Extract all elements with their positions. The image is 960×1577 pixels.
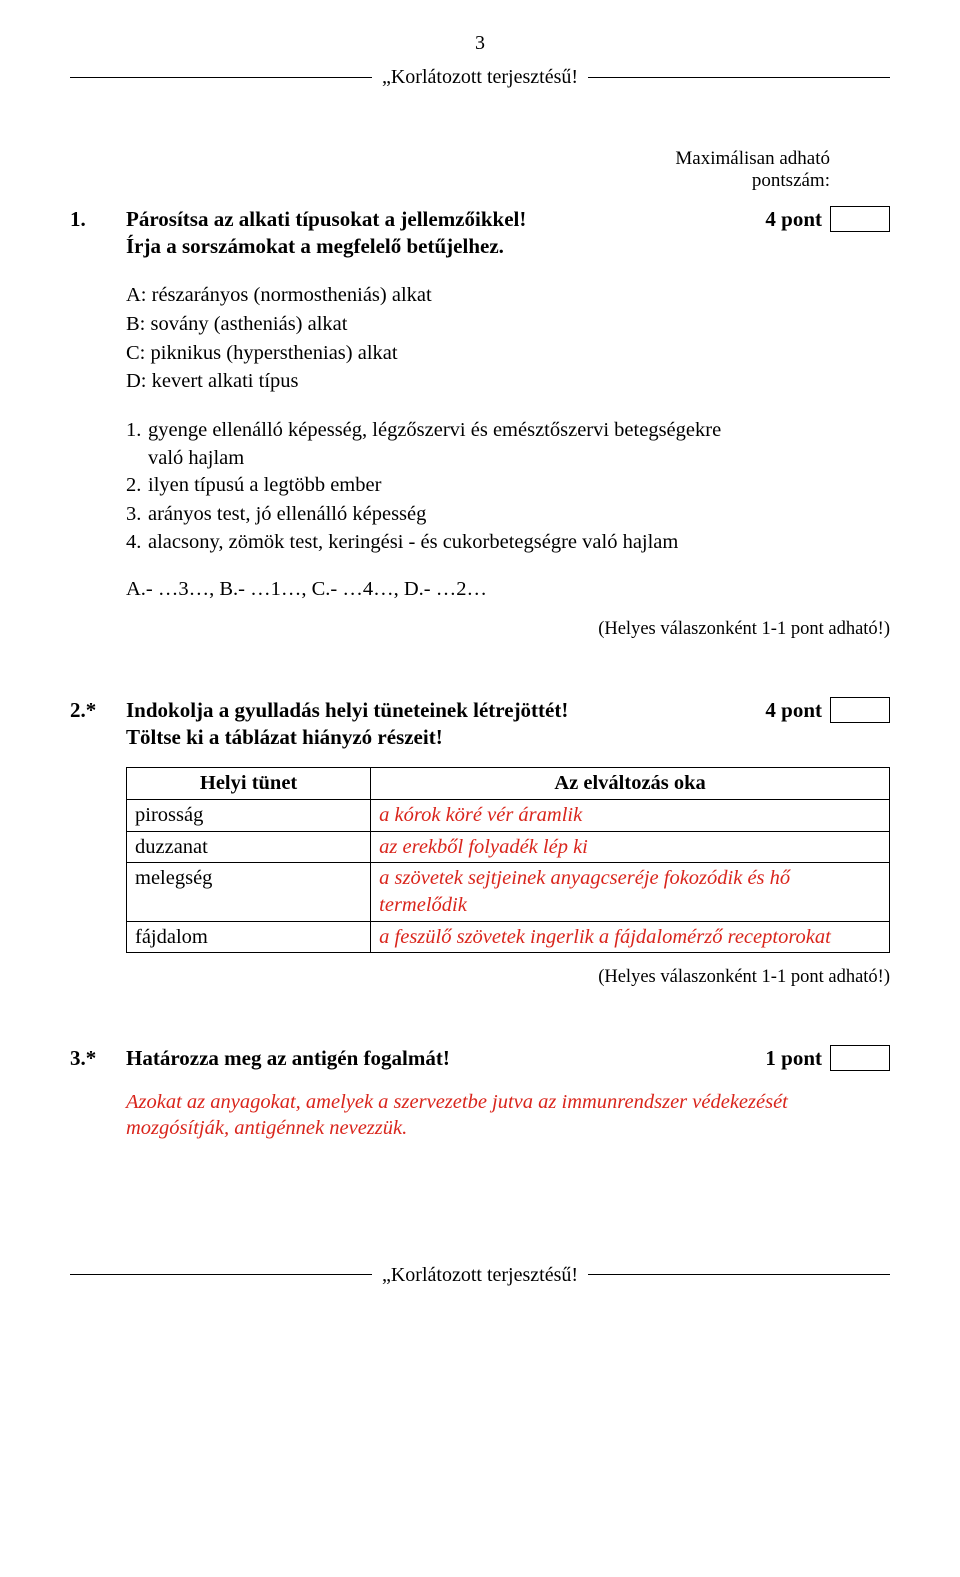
question-1-header: 1. Párosítsa az alkati típusokat a jelle… — [70, 206, 890, 261]
q2-scoring-note: (Helyes válaszonként 1-1 pont adható!) — [70, 965, 890, 989]
q2-r2c1: duzzanat — [127, 831, 371, 863]
q1-type-b: B: sovány (astheniás) alkat — [126, 311, 890, 338]
question-2-header: 2.* Indokolja a gyulladás helyi tünetein… — [70, 697, 890, 752]
q3-answer: Azokat az anyagokat, amelyek a szervezet… — [126, 1089, 890, 1142]
q2-r3c2: a szövetek sejtjeinek anyagcseréje fokoz… — [371, 863, 890, 921]
q3-title: Határozza meg az antigén fogalmát! — [126, 1045, 740, 1072]
q1-item4-text: alacsony, zömök test, keringési - és cuk… — [148, 529, 890, 556]
q1-score: 4 pont — [740, 206, 830, 233]
q1-item1-text-b: való hajlam — [126, 445, 890, 472]
q2-th2: Az elváltozás oka — [371, 768, 890, 800]
q3-score: 1 pont — [740, 1045, 830, 1072]
q2-r1c2: a kórok köré vér áramlik — [371, 799, 890, 831]
q1-item1-num: 1. — [126, 417, 148, 444]
max-score-caption: Maximálisan adható pontszám: — [70, 148, 890, 192]
q1-number: 1. — [70, 206, 126, 233]
q1-item2-text: ilyen típusú a legtöbb ember — [148, 472, 890, 499]
q1-item2-num: 2. — [126, 472, 148, 499]
max-caption-line2: pontszám: — [70, 170, 830, 192]
max-caption-line1: Maximálisan adható — [70, 148, 830, 170]
footer-rule: „Korlátozott terjesztésű! — [70, 1262, 890, 1288]
q1-score-box[interactable] — [830, 206, 890, 232]
q2-table: Helyi tünet Az elváltozás oka pirosság a… — [126, 767, 890, 953]
q2-title-line2: Töltse ki a táblázat hiányzó részeit! — [126, 724, 740, 751]
q1-type-c: C: piknikus (hypersthenias) alkat — [126, 340, 890, 367]
q1-item3-num: 3. — [126, 501, 148, 528]
q1-title-line2: Írja a sorszámokat a megfelelő betűjelhe… — [126, 233, 740, 260]
q1-item3-text: arányos test, jó ellenálló képesség — [148, 501, 890, 528]
q1-type-a: A: részarányos (normostheniás) alkat — [126, 282, 890, 309]
page-number: 3 — [70, 30, 890, 56]
q3-number: 3.* — [70, 1045, 126, 1072]
classification-header: „Korlátozott terjesztésű! — [382, 64, 578, 90]
q1-item4-num: 4. — [126, 529, 148, 556]
q1-item1-text-a: gyenge ellenálló képesség, légzőszervi é… — [148, 417, 890, 444]
classification-footer: „Korlátozott terjesztésű! — [382, 1262, 578, 1288]
q2-title-line1: Indokolja a gyulladás helyi tüneteinek l… — [126, 697, 740, 724]
q2-r3c1: melegség — [127, 863, 371, 921]
q2-score-box[interactable] — [830, 697, 890, 723]
q1-scoring-note: (Helyes válaszonként 1-1 pont adható!) — [70, 617, 890, 641]
q1-answer-line: A.- …3…, B.- …1…, C.- …4…, D.- …2… — [126, 576, 890, 603]
q2-number: 2.* — [70, 697, 126, 724]
header-rule: „Korlátozott terjesztésű! — [70, 64, 890, 90]
q2-r4c1: fájdalom — [127, 921, 371, 953]
q2-r2c2: az erekből folyadék lép ki — [371, 831, 890, 863]
q2-r4c2: a feszülő szövetek ingerlik a fájdalomér… — [371, 921, 890, 953]
q1-type-d: D: kevert alkati típus — [126, 368, 890, 395]
q2-score: 4 pont — [740, 697, 830, 724]
question-3-header: 3.* Határozza meg az antigén fogalmát! 1… — [70, 1045, 890, 1072]
q2-th1: Helyi tünet — [127, 768, 371, 800]
q1-item-list: 1. gyenge ellenálló képesség, légzőszerv… — [126, 417, 890, 556]
q2-r1c1: pirosság — [127, 799, 371, 831]
q1-title-line1: Párosítsa az alkati típusokat a jellemző… — [126, 206, 740, 233]
q1-type-list: A: részarányos (normostheniás) alkat B: … — [126, 282, 890, 395]
q3-score-box[interactable] — [830, 1045, 890, 1071]
